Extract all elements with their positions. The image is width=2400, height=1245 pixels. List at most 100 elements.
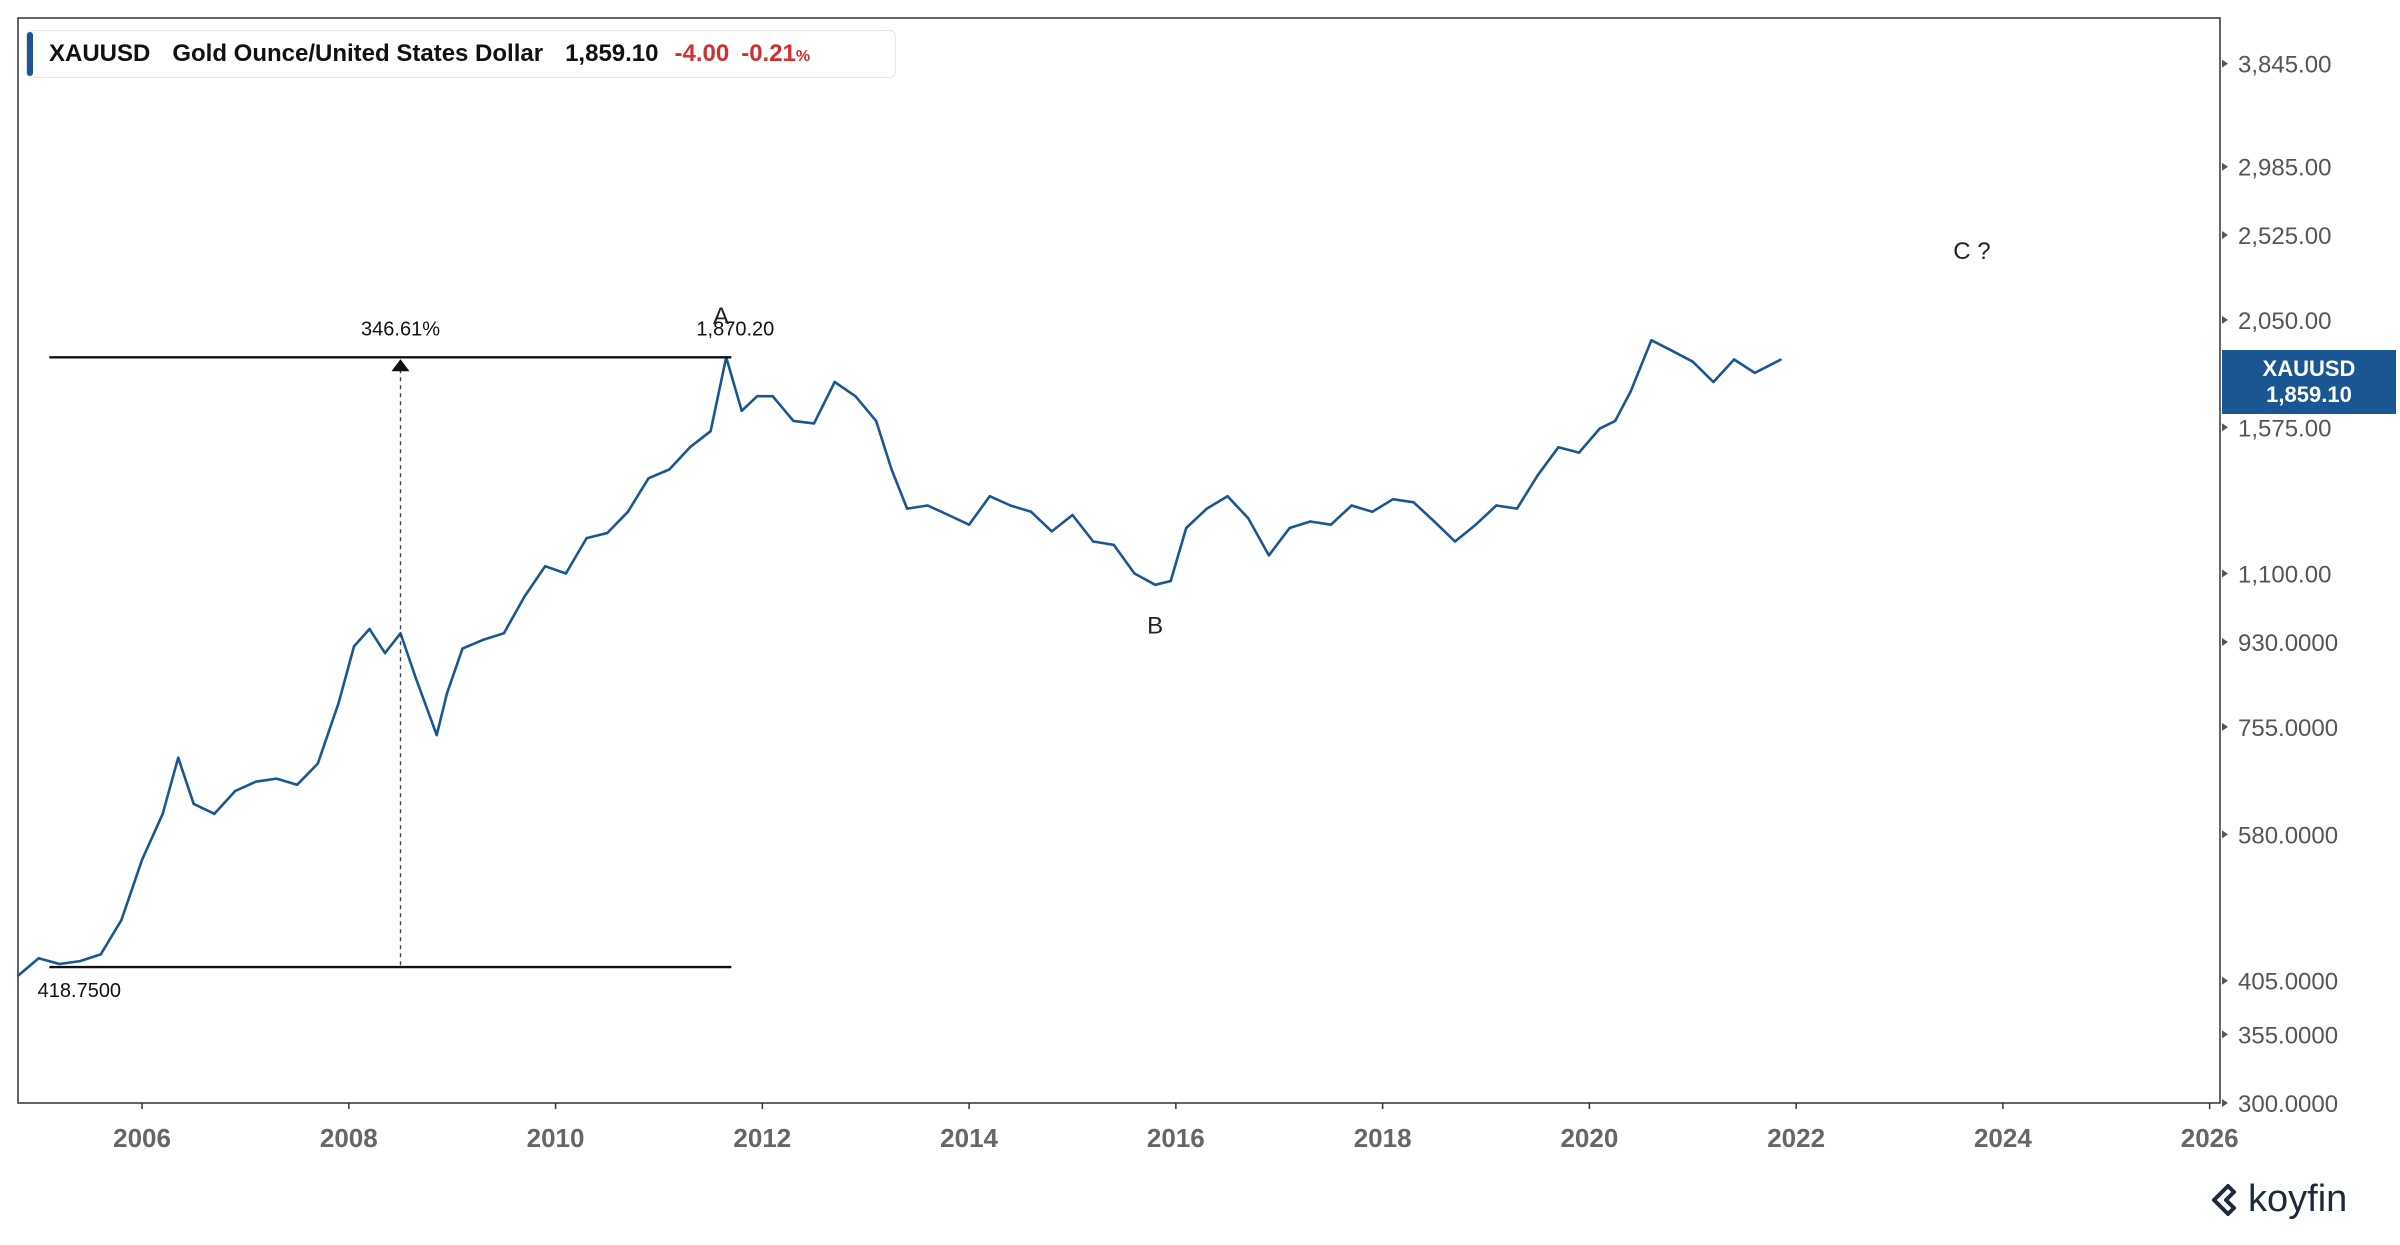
measure-arrow — [391, 359, 410, 372]
data-point — [1184, 526, 1188, 530]
series-color-bar — [27, 32, 33, 76]
data-point — [1577, 451, 1581, 454]
data-point — [1029, 510, 1033, 513]
data-point — [1371, 510, 1374, 513]
data-point — [1169, 579, 1172, 583]
data-point — [1071, 513, 1074, 517]
data-point — [1153, 583, 1157, 587]
x-tick-label: 2012 — [733, 1123, 791, 1153]
y-tick-label: 930.0000 — [2238, 630, 2338, 657]
y-tick-label: 2,050.00 — [2238, 308, 2331, 335]
data-point — [1712, 380, 1715, 384]
data-point — [1614, 419, 1617, 423]
data-point — [740, 409, 743, 412]
data-point — [890, 468, 893, 471]
data-point — [445, 692, 449, 695]
y-tick-label: 300.0000 — [2238, 1091, 2338, 1118]
y-tick-marker — [2222, 162, 2228, 171]
data-point — [1474, 523, 1477, 526]
data-point — [812, 422, 816, 425]
data-point — [1433, 520, 1436, 523]
data-point — [1226, 494, 1229, 498]
data-point — [1133, 572, 1136, 575]
y-tick-label: 405.0000 — [2238, 969, 2338, 996]
legend-change-pct: -0.21% — [741, 40, 810, 68]
data-point — [383, 651, 387, 655]
price-tag-symbol: XAUUSD — [2262, 356, 2356, 381]
data-point — [213, 812, 216, 816]
data-point — [988, 494, 991, 498]
legend-change-pct-value: -0.21 — [741, 40, 796, 67]
data-point — [58, 962, 61, 966]
legend-symbol: XAUUSD — [49, 40, 151, 67]
data-point — [352, 645, 356, 648]
data-point — [709, 429, 712, 433]
data-point — [120, 918, 123, 922]
price-tag-value: 1,859.10 — [2266, 382, 2352, 407]
x-tick-label: 2018 — [1354, 1123, 1412, 1153]
wave-label: A — [713, 303, 729, 330]
wave-label: B — [1147, 612, 1163, 639]
data-point — [337, 702, 340, 705]
data-point — [967, 523, 971, 526]
y-tick-marker — [2222, 59, 2228, 68]
x-tick-label: 2020 — [1560, 1123, 1618, 1153]
data-point — [254, 780, 257, 783]
data-point — [668, 468, 671, 471]
y-tick-marker — [2222, 315, 2228, 324]
legend-pct-sign: % — [795, 48, 811, 65]
y-tick-label: 1,100.00 — [2238, 562, 2331, 589]
data-point — [140, 858, 144, 861]
data-point — [1670, 349, 1674, 353]
x-tick-label: 2010 — [527, 1123, 585, 1153]
koyfin-logo: koyfin — [2208, 1178, 2347, 1221]
y-tick-marker — [2222, 722, 2228, 731]
data-point — [1650, 339, 1653, 342]
x-tick-label: 2006 — [113, 1123, 171, 1153]
y-tick-label: 755.0000 — [2238, 715, 2338, 742]
y-tick-marker — [2222, 1030, 2228, 1039]
x-tick-label: 2008 — [320, 1123, 378, 1153]
y-tick-label: 1,575.00 — [2238, 415, 2331, 442]
y-tick-marker — [2222, 976, 2228, 985]
data-point — [1557, 445, 1560, 449]
data-point — [1779, 358, 1782, 361]
data-point — [1205, 507, 1209, 510]
data-point — [37, 956, 40, 960]
series-legend[interactable]: XAUUSD Gold Ounce/United States Dollar 1… — [26, 30, 896, 78]
data-point — [78, 959, 82, 963]
y-tick-marker — [2222, 423, 2228, 432]
y-tick-label: 355.0000 — [2238, 1022, 2338, 1049]
data-point — [482, 638, 485, 641]
data-point — [1050, 530, 1054, 533]
data-point — [1691, 360, 1694, 363]
data-point — [1112, 543, 1116, 547]
y-tick-marker — [2222, 637, 2228, 646]
data-point — [461, 647, 464, 650]
legend-change: -4.00 — [674, 40, 730, 67]
data-point — [626, 510, 630, 513]
data-point — [1732, 358, 1736, 361]
data-point — [316, 762, 320, 765]
data-point — [177, 756, 180, 759]
data-point — [295, 783, 299, 787]
data-point — [606, 531, 609, 535]
data-point — [874, 419, 878, 423]
legend-price: 1,859.10 — [565, 40, 659, 67]
y-tick-label: 2,985.00 — [2238, 155, 2331, 182]
koyfin-logo-icon — [2212, 1183, 2236, 1216]
data-point — [1536, 474, 1539, 477]
x-tick-label: 2024 — [1974, 1123, 2032, 1153]
data-point — [1391, 498, 1395, 501]
data-point — [564, 572, 568, 575]
y-tick-label: 580.0000 — [2238, 822, 2338, 849]
x-tick-label: 2026 — [2181, 1123, 2239, 1153]
data-point — [161, 812, 164, 816]
data-point — [792, 419, 795, 423]
legend-name: Gold Ounce/United States Dollar — [172, 40, 544, 67]
data-point — [688, 445, 692, 449]
data-point — [544, 565, 547, 568]
last-price-tag: XAUUSD 1,859.10 — [2222, 350, 2396, 414]
measure-low-label: 418.7500 — [38, 980, 121, 1002]
